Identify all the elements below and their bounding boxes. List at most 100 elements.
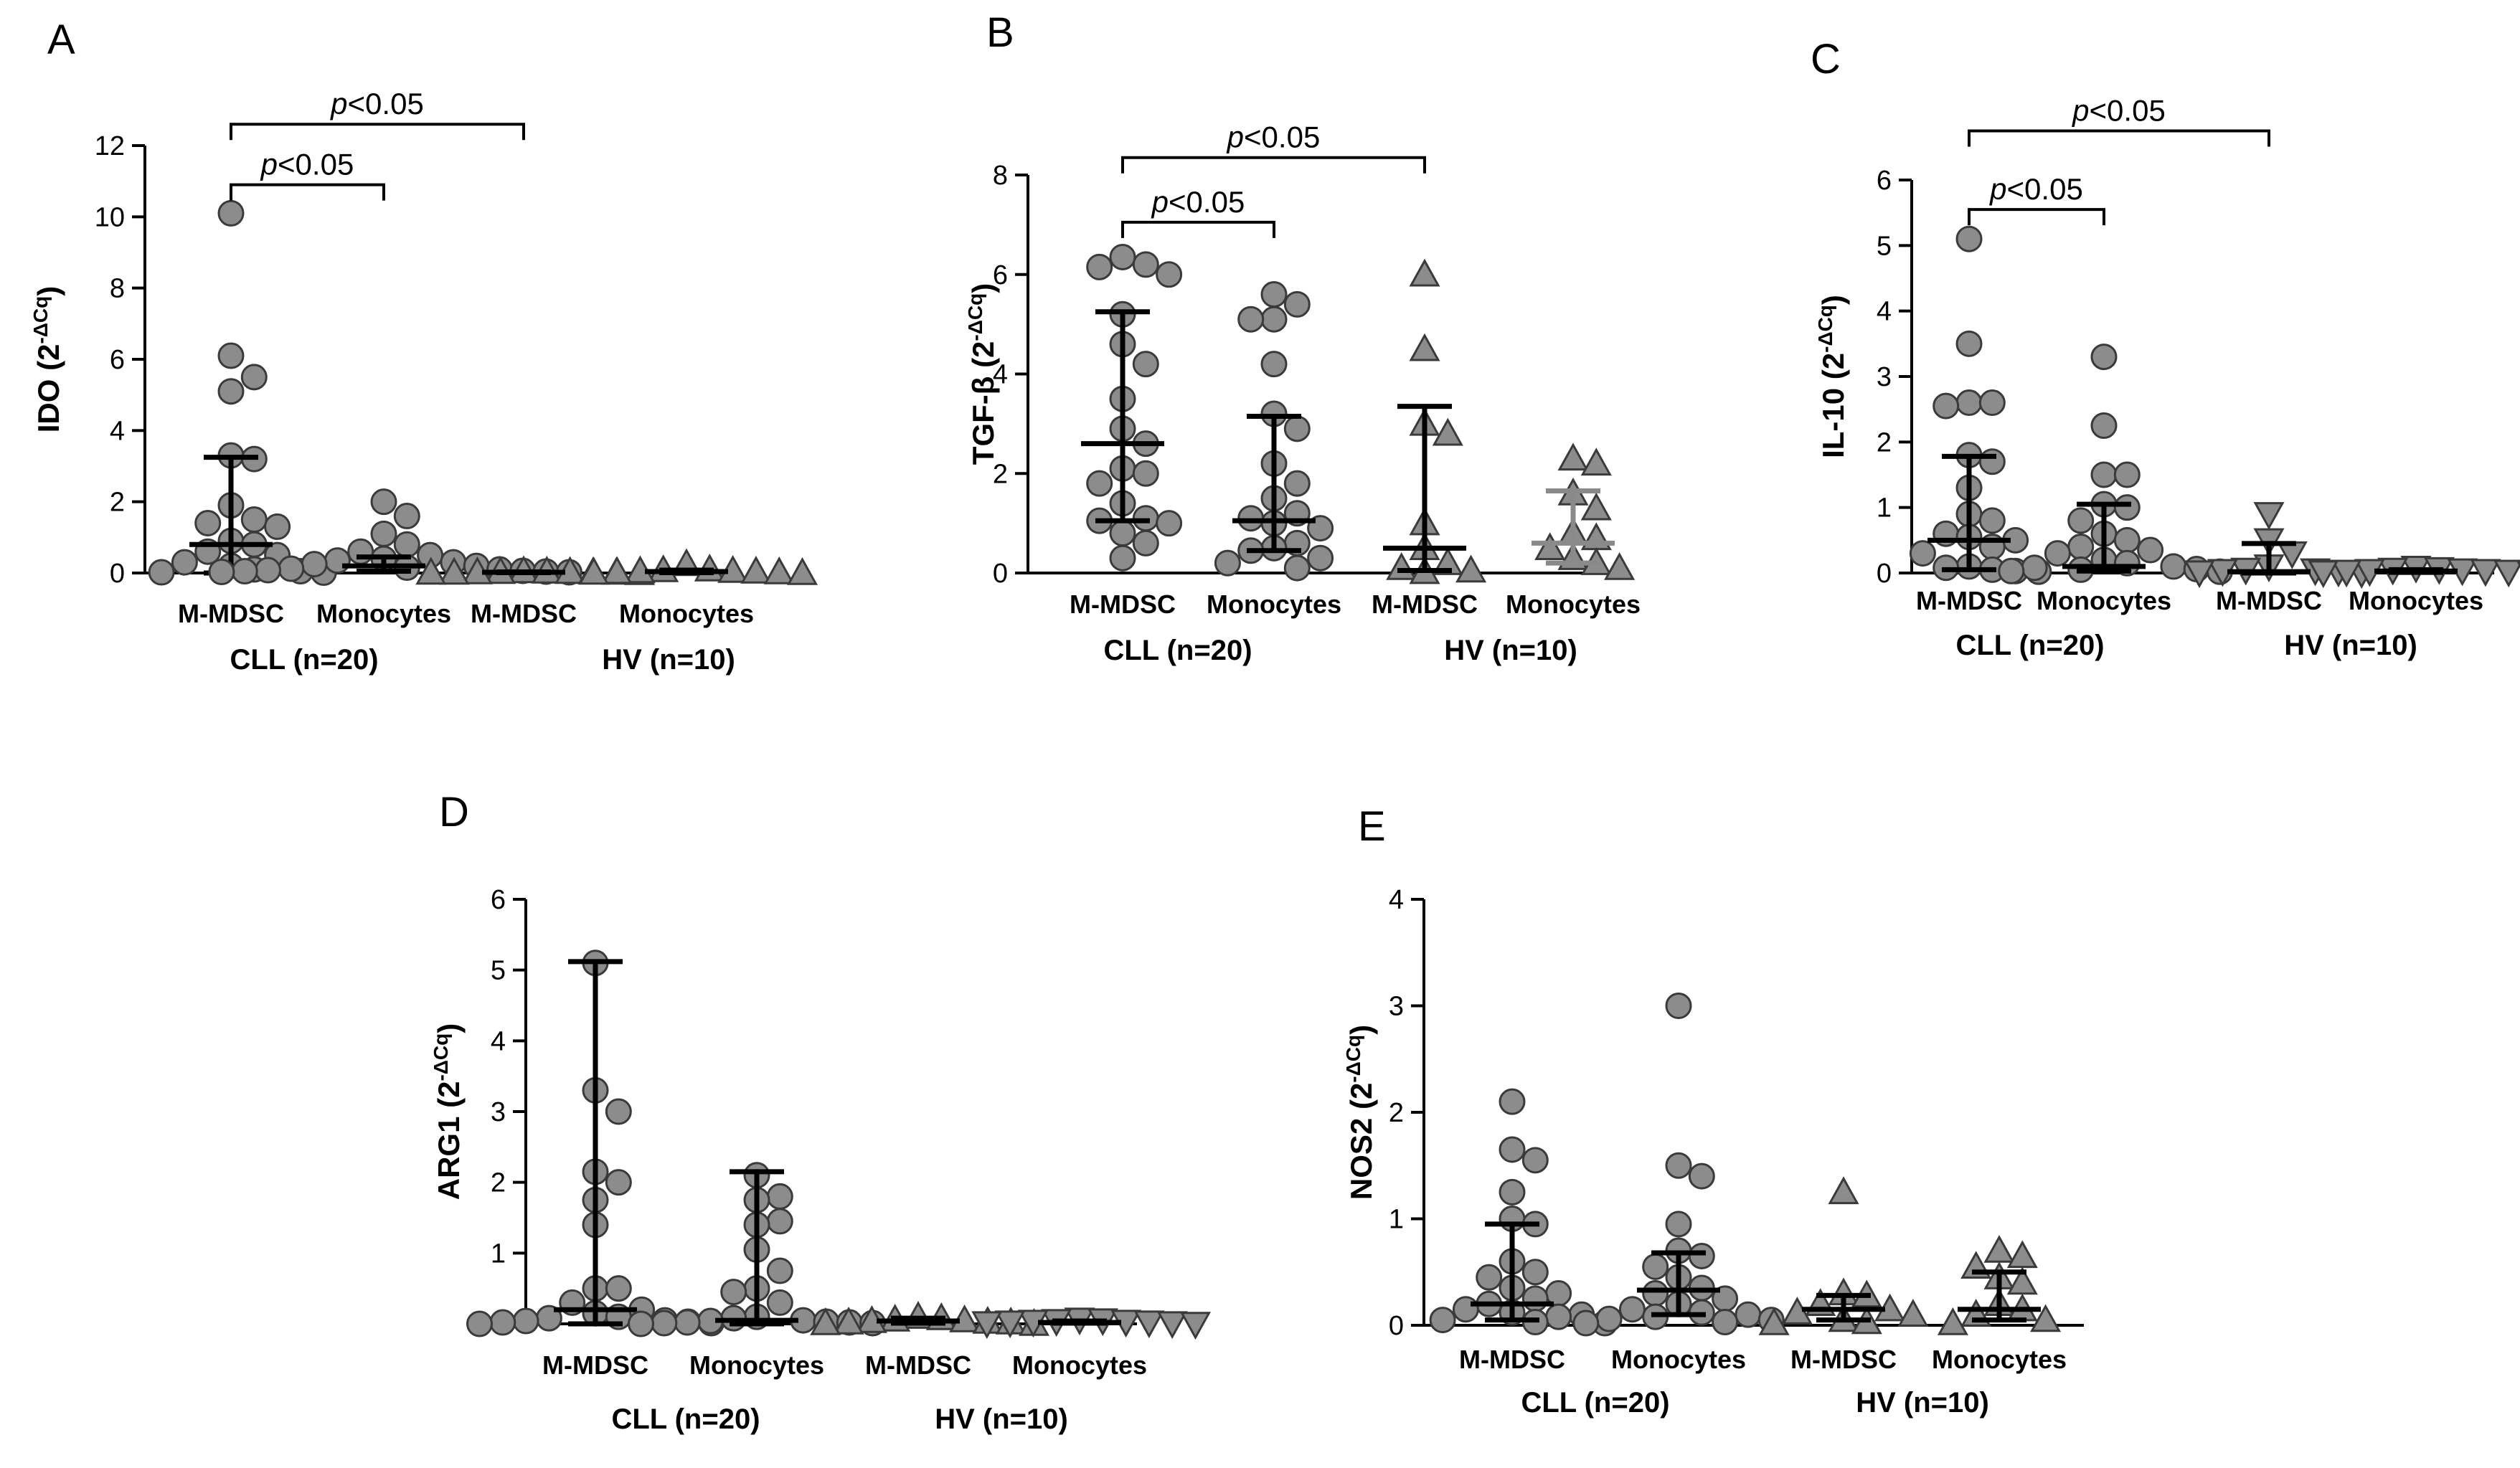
data-point <box>347 538 374 565</box>
data-point <box>1283 554 1311 582</box>
data-point <box>766 1289 793 1316</box>
data-point <box>1133 1310 1165 1339</box>
panel-B: B 0 2 4 6 8 TGF-β (2-ΔCq) M-MDSC Monocytes M-MDSC… <box>964 9 1641 666</box>
y-tick-label: 0 <box>1877 559 1892 589</box>
series-1 <box>628 1162 886 1337</box>
data-point <box>1665 1211 1692 1238</box>
data-point <box>2516 561 2520 568</box>
panel-letter: A <box>47 16 75 63</box>
data-point <box>786 557 818 585</box>
y-tick-label: 0 <box>110 559 125 589</box>
data-point <box>370 520 397 547</box>
data-point <box>1978 448 2006 475</box>
data-point <box>651 1310 678 1337</box>
p-value-label: p<0.05 <box>260 148 354 181</box>
data-point <box>1712 1309 1739 1336</box>
data-point <box>1109 520 1136 546</box>
bracket-line <box>1968 208 2105 226</box>
data-point <box>1499 1088 1526 1115</box>
y-tick-label: 4 <box>491 1026 506 1056</box>
data-point <box>1476 1264 1503 1291</box>
category-label: M-MDSC <box>865 1350 971 1380</box>
data-point <box>971 1311 1003 1340</box>
data-point <box>605 1169 632 1196</box>
series-0 <box>466 950 725 1337</box>
data-point <box>264 513 291 540</box>
data-point <box>1545 1303 1572 1330</box>
significance-bracket: p<0.05 <box>230 148 385 201</box>
data-point <box>2021 554 2048 582</box>
data-point <box>255 557 281 584</box>
y-tick-label: 4 <box>993 360 1008 390</box>
y-axis-label: TGF-β (2-ΔCq) <box>964 283 1000 465</box>
data-point <box>489 1309 516 1336</box>
data-point <box>240 364 268 391</box>
data-point <box>1156 1311 1188 1340</box>
category-label: M-MDSC <box>2216 586 2322 615</box>
series-0 <box>1429 1088 1618 1337</box>
bracket-line <box>230 183 385 201</box>
data-point <box>994 1310 1026 1339</box>
data-point <box>1983 1234 2015 1263</box>
significance-bracket: p<0.05 <box>1121 185 1275 238</box>
data-point <box>217 378 245 405</box>
data-point <box>2184 560 2215 589</box>
category-label: M-MDSC <box>471 599 577 628</box>
data-point <box>1132 460 1159 487</box>
panel-letter: B <box>986 9 1014 56</box>
panel-C: C 0 1 2 3 4 5 6 IL-10 (2-ΔCq) M-MDSC Monocytes M-MD… <box>1811 36 2520 661</box>
data-point <box>2006 1240 2038 1269</box>
data-point <box>1156 510 1183 537</box>
y-tick-label: 4 <box>1389 885 1404 915</box>
y-tick-label: 6 <box>1877 166 1892 196</box>
y-tick-label: 5 <box>1877 231 1892 261</box>
data-point <box>1580 492 1612 521</box>
y-axis-label: IL-10 (2-ΔCq) <box>1814 295 1850 458</box>
data-point <box>2090 412 2118 439</box>
data-point <box>766 1208 793 1235</box>
data-point <box>1933 392 1960 420</box>
y-tick-label: 5 <box>491 956 506 986</box>
data-point <box>1688 1162 1715 1190</box>
y-tick-label: 12 <box>95 131 125 161</box>
data-point <box>370 488 397 516</box>
data-point <box>438 557 470 585</box>
data-point <box>1283 415 1311 442</box>
data-point <box>628 1310 654 1337</box>
data-point <box>578 557 610 585</box>
data-point <box>217 199 245 227</box>
category-label: Monocytes <box>1207 589 1341 619</box>
group-label: HV (n=10) <box>2284 630 2417 661</box>
data-point <box>1828 1176 1859 1205</box>
data-point <box>1978 507 2006 534</box>
category-label: Monocytes <box>1506 589 1641 619</box>
data-point <box>1109 243 1136 270</box>
data-point <box>2030 1304 2062 1332</box>
y-tick-label: 1 <box>1877 493 1892 524</box>
data-point <box>2067 507 2095 534</box>
category-label: M-MDSC <box>1070 589 1176 619</box>
series-0 <box>148 199 337 587</box>
data-point <box>720 1279 747 1306</box>
data-point <box>1499 1136 1526 1163</box>
data-point <box>1452 1296 1479 1323</box>
data-point <box>1237 306 1265 333</box>
significance-bracket: p<0.05 <box>230 87 525 141</box>
significance-bracket: p<0.05 <box>1968 94 2270 147</box>
y-tick-label: 6 <box>993 260 1008 290</box>
data-point <box>1937 1307 1968 1335</box>
data-point <box>2470 559 2501 587</box>
y-tick-label: 4 <box>1877 297 1892 327</box>
data-point <box>1580 447 1612 476</box>
data-point <box>2331 559 2362 588</box>
y-tick-label: 2 <box>491 1168 506 1198</box>
data-point <box>1132 251 1159 278</box>
category-label: Monocytes <box>1611 1345 1746 1374</box>
data-point <box>605 1275 632 1302</box>
y-tick-label: 6 <box>491 885 506 915</box>
panel-E: E 0 1 2 3 4 NOS2 (2-ΔCq) M-MDSC Monocytes M-MDSC M… <box>1342 803 2084 1419</box>
category-label: Monocytes <box>2349 586 2483 615</box>
category-label: Monocytes <box>1932 1345 2067 1374</box>
data-point <box>1260 306 1288 333</box>
